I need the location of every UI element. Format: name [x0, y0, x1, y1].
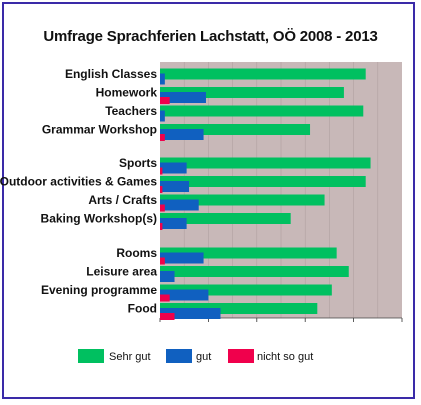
bar-gut — [160, 73, 165, 85]
legend-swatch — [78, 349, 104, 363]
legend-label: gut — [196, 351, 211, 363]
bar-sehr-gut — [160, 87, 344, 98]
legend-label: Sehr gut — [109, 351, 151, 363]
bar-nicht-so-gut — [160, 167, 163, 175]
category-label: Food — [128, 302, 157, 316]
bar-sehr-gut — [160, 105, 364, 117]
bar-sehr-gut — [160, 213, 291, 224]
bar-gut — [160, 289, 209, 301]
bar-sehr-gut — [160, 247, 337, 259]
category-label: Outdoor activities & Games — [0, 175, 157, 189]
bar-gut — [160, 181, 190, 192]
bar-sehr-gut — [160, 176, 366, 187]
category-label: Leisure area — [86, 265, 157, 279]
category-label: Teachers — [105, 104, 157, 118]
bar-gut — [160, 92, 206, 103]
category-label: Baking Workshop(s) — [41, 212, 157, 226]
chart-title: Umfrage Sprachferien Lachstatt, OÖ 2008 … — [43, 28, 378, 45]
bar-gut — [160, 129, 204, 140]
bar-gut — [160, 162, 187, 174]
legend-swatch — [166, 349, 192, 363]
category-label: English Classes — [65, 67, 157, 81]
bar-sehr-gut — [160, 303, 318, 314]
bar-nicht-so-gut — [160, 134, 165, 141]
category-label: Sports — [119, 156, 157, 170]
bar-sehr-gut — [160, 284, 332, 296]
bar-gut — [160, 199, 199, 211]
bar-nicht-so-gut — [160, 204, 165, 212]
legend-label: nicht so gut — [257, 351, 313, 363]
bar-sehr-gut — [160, 124, 311, 135]
category-label: Grammar Workshop — [42, 123, 157, 137]
bar-gut — [160, 218, 187, 229]
bar-sehr-gut — [160, 266, 349, 277]
bar-nicht-so-gut — [160, 257, 165, 265]
category-label: Homework — [96, 86, 158, 100]
bar-sehr-gut — [160, 157, 371, 169]
bar-gut — [160, 252, 204, 264]
bar-gut — [160, 271, 175, 282]
bar-nicht-so-gut — [160, 294, 170, 302]
category-label: Rooms — [116, 246, 157, 260]
bar-sehr-gut — [160, 68, 366, 80]
category-label: Evening programme — [41, 283, 157, 297]
bar-nicht-so-gut — [160, 313, 175, 320]
legend-swatch — [228, 349, 254, 363]
bar-nicht-so-gut — [160, 223, 163, 230]
bar-gut — [160, 110, 165, 122]
bar-gut — [160, 308, 221, 319]
bar-sehr-gut — [160, 194, 325, 206]
bar-nicht-so-gut — [160, 186, 163, 193]
category-label: Arts / Crafts — [88, 193, 157, 207]
bar-nicht-so-gut — [160, 97, 170, 104]
